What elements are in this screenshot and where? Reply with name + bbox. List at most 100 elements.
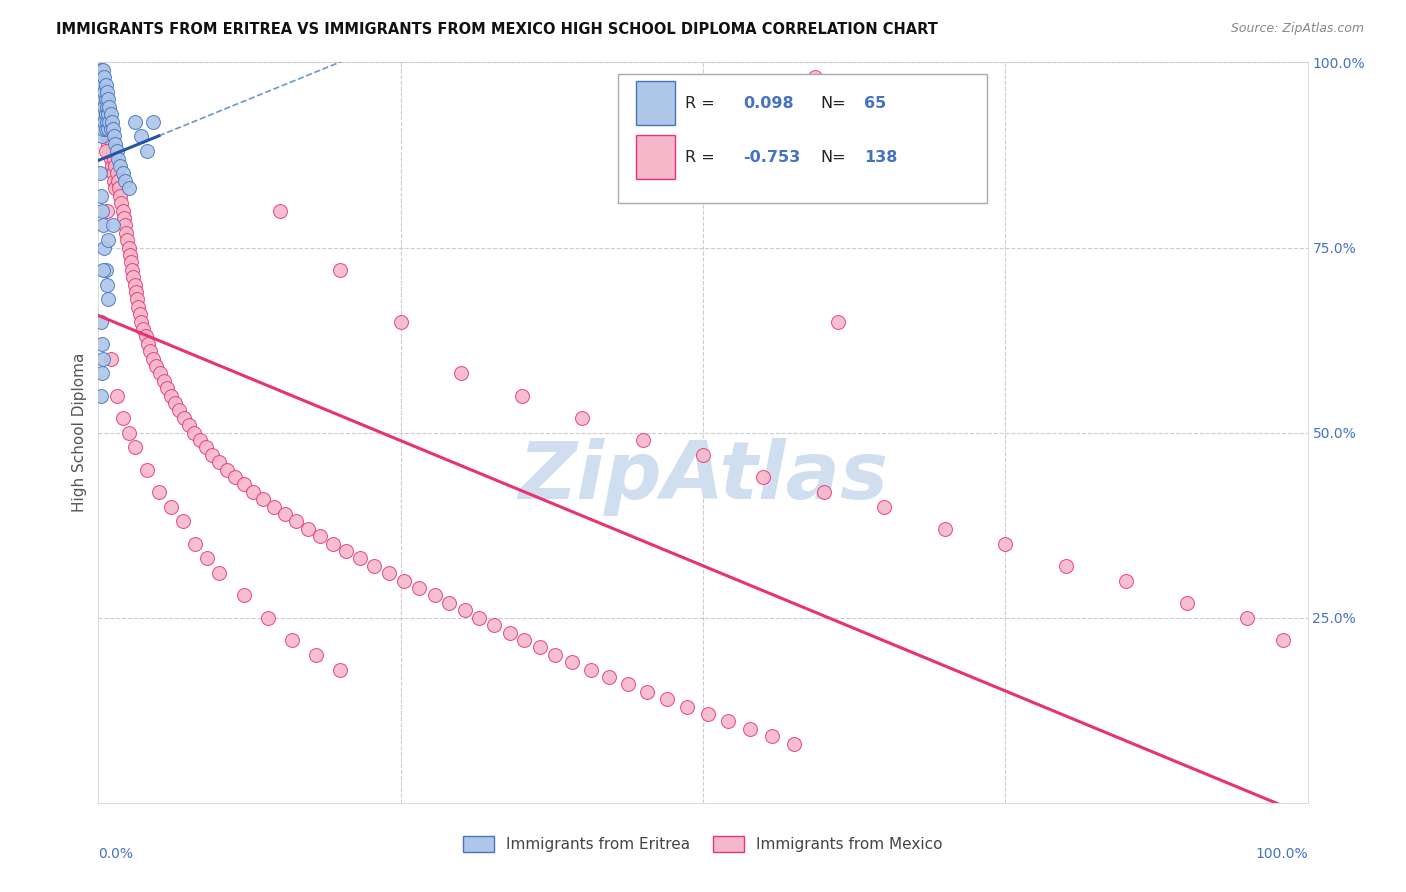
Text: R =: R = xyxy=(685,95,720,111)
Point xyxy=(201,448,224,462)
Point xyxy=(91,262,114,277)
Point xyxy=(571,410,593,425)
Text: 65: 65 xyxy=(863,95,886,111)
Point xyxy=(98,100,121,114)
Point xyxy=(101,219,124,233)
Point xyxy=(114,174,136,188)
Point xyxy=(98,114,121,128)
Point xyxy=(183,425,205,440)
Point xyxy=(91,219,114,233)
Point xyxy=(269,203,291,218)
Point xyxy=(91,336,114,351)
Text: N=: N= xyxy=(820,150,846,164)
Point xyxy=(252,492,274,507)
Point xyxy=(544,648,567,662)
Point xyxy=(335,544,357,558)
Point xyxy=(696,706,718,721)
Point xyxy=(148,484,170,499)
Point xyxy=(93,85,115,99)
Point xyxy=(125,285,148,299)
Point xyxy=(91,114,114,128)
Point xyxy=(96,85,118,99)
Point xyxy=(94,122,117,136)
Point xyxy=(135,329,157,343)
Point xyxy=(813,484,835,499)
Point xyxy=(761,729,783,743)
Point xyxy=(96,107,118,121)
Point xyxy=(97,114,120,128)
Point xyxy=(93,240,115,255)
Point xyxy=(1115,574,1137,588)
Point xyxy=(90,92,112,106)
Point xyxy=(100,122,122,136)
Point xyxy=(90,188,112,202)
Point xyxy=(104,159,127,173)
Point xyxy=(100,159,122,173)
Point xyxy=(91,107,114,121)
Point xyxy=(450,367,472,381)
Point xyxy=(284,515,307,529)
Point xyxy=(232,477,254,491)
Point xyxy=(100,129,122,144)
Y-axis label: High School Diploma: High School Diploma xyxy=(72,353,87,512)
Point xyxy=(437,596,460,610)
Point xyxy=(454,603,477,617)
Point xyxy=(93,100,115,114)
FancyBboxPatch shape xyxy=(637,81,675,125)
Point xyxy=(97,122,120,136)
Point xyxy=(263,500,285,514)
Point xyxy=(97,293,120,307)
Point xyxy=(97,107,120,121)
Point xyxy=(631,433,654,447)
Point xyxy=(112,211,135,225)
Point xyxy=(139,344,162,359)
Text: R =: R = xyxy=(685,150,720,164)
Point xyxy=(111,203,134,218)
Point xyxy=(617,677,640,691)
Point xyxy=(105,388,128,402)
Point xyxy=(132,322,155,336)
Point xyxy=(636,685,658,699)
Point xyxy=(305,648,328,662)
Point xyxy=(994,536,1017,550)
Point xyxy=(1054,558,1077,573)
Point xyxy=(242,484,264,499)
Point xyxy=(127,300,149,314)
Point xyxy=(934,522,956,536)
Point xyxy=(114,219,136,233)
Text: ZipAtlas: ZipAtlas xyxy=(517,438,889,516)
Point xyxy=(118,425,141,440)
Point xyxy=(127,293,149,307)
Point xyxy=(89,70,111,85)
Point xyxy=(717,714,740,729)
Point xyxy=(94,92,117,106)
Point xyxy=(655,692,678,706)
Point xyxy=(107,174,129,188)
Point xyxy=(208,566,231,581)
Point xyxy=(115,226,138,240)
Point xyxy=(827,314,849,328)
Point xyxy=(782,737,804,751)
Point xyxy=(104,181,127,195)
Point xyxy=(529,640,551,655)
Point xyxy=(100,107,122,121)
Point xyxy=(135,462,157,476)
Point xyxy=(124,277,146,292)
Point xyxy=(195,551,218,566)
Point xyxy=(195,441,218,455)
Point xyxy=(108,181,131,195)
Point xyxy=(100,152,122,166)
Text: 138: 138 xyxy=(863,150,897,164)
Point xyxy=(281,632,304,647)
FancyBboxPatch shape xyxy=(637,136,675,179)
Point xyxy=(142,351,165,366)
Point xyxy=(91,122,114,136)
Text: 0.0%: 0.0% xyxy=(98,847,134,861)
Point xyxy=(118,240,141,255)
Point xyxy=(740,722,762,736)
Point xyxy=(256,610,278,624)
Point xyxy=(105,166,128,180)
Point xyxy=(91,100,114,114)
Point xyxy=(103,174,125,188)
Point xyxy=(100,136,122,151)
